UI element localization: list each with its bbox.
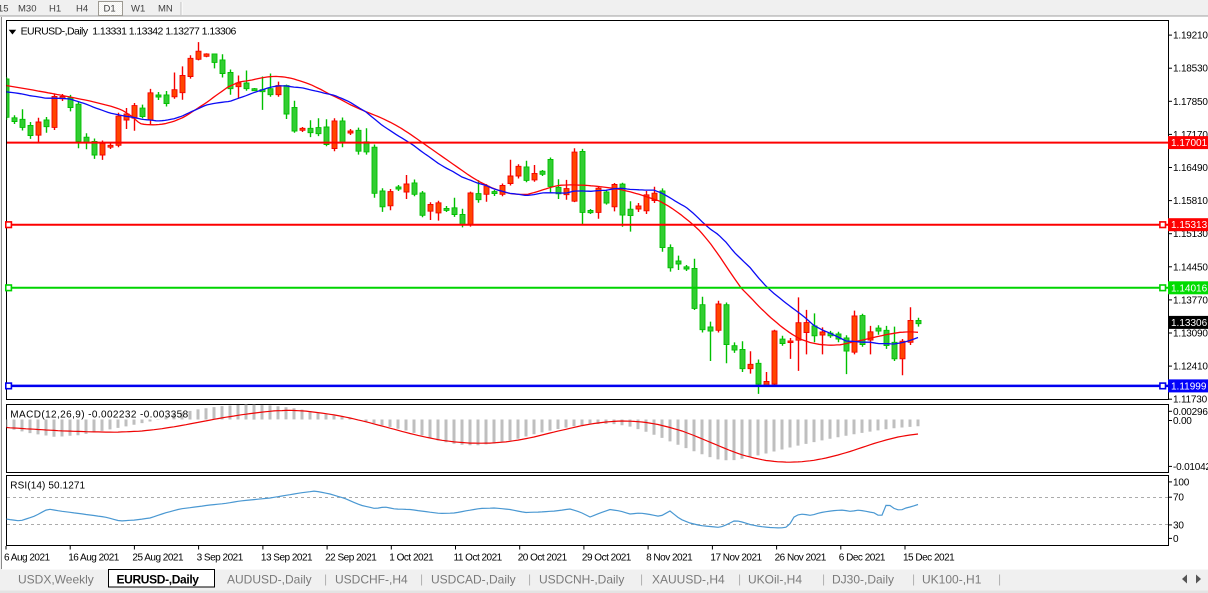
svg-text:1.15130: 1.15130 bbox=[1173, 229, 1208, 240]
svg-text:UK100-,H1: UK100-,H1 bbox=[922, 573, 982, 587]
svg-text:1.13090: 1.13090 bbox=[1173, 329, 1208, 340]
svg-text:|: | bbox=[324, 572, 327, 586]
svg-text:11 Oct 2021: 11 Oct 2021 bbox=[454, 553, 503, 564]
svg-text:|: | bbox=[912, 572, 915, 586]
svg-text:EURUSD-,Daily: EURUSD-,Daily bbox=[117, 573, 200, 587]
svg-text:USDCHF-,H4: USDCHF-,H4 bbox=[335, 573, 408, 587]
svg-text:XAUUSD-,H4: XAUUSD-,H4 bbox=[652, 573, 725, 587]
svg-text:1.16490: 1.16490 bbox=[1173, 163, 1208, 174]
svg-text:M30: M30 bbox=[18, 4, 36, 15]
svg-text:25 Aug 2021: 25 Aug 2021 bbox=[132, 553, 184, 564]
svg-text:13 Sep 2021: 13 Sep 2021 bbox=[261, 553, 313, 564]
svg-text:1.17170: 1.17170 bbox=[1173, 130, 1208, 141]
svg-text:AUDUSD-,Daily: AUDUSD-,Daily bbox=[227, 573, 312, 587]
svg-text:H1: H1 bbox=[49, 4, 61, 15]
svg-text:|: | bbox=[528, 572, 531, 586]
svg-text:|: | bbox=[738, 572, 741, 586]
svg-text:0.00: 0.00 bbox=[1173, 416, 1192, 427]
svg-text:1.14450: 1.14450 bbox=[1173, 262, 1208, 273]
svg-text:1.14016: 1.14016 bbox=[1171, 283, 1208, 294]
svg-text:0.002966: 0.002966 bbox=[1173, 407, 1208, 418]
svg-text:1.17001: 1.17001 bbox=[1171, 138, 1208, 149]
svg-text:3 Sep 2021: 3 Sep 2021 bbox=[197, 553, 244, 564]
svg-text:RSI(14) 50.1271: RSI(14) 50.1271 bbox=[10, 481, 85, 492]
svg-text:-0.01042: -0.01042 bbox=[1173, 462, 1208, 473]
svg-text:DJ30-,Daily: DJ30-,Daily bbox=[832, 573, 894, 587]
svg-text:|: | bbox=[998, 572, 1001, 586]
svg-text:29 Oct 2021: 29 Oct 2021 bbox=[582, 553, 632, 564]
svg-text:1.11999: 1.11999 bbox=[1171, 381, 1207, 392]
svg-text:|: | bbox=[640, 572, 643, 586]
svg-text:1.13770: 1.13770 bbox=[1173, 295, 1208, 306]
svg-text:MACD(12,26,9) -0.002232 -0.003: MACD(12,26,9) -0.002232 -0.003358 bbox=[10, 410, 188, 421]
svg-text:W1: W1 bbox=[131, 4, 145, 15]
svg-text:26 Nov 2021: 26 Nov 2021 bbox=[775, 553, 827, 564]
svg-text:17 Nov 2021: 17 Nov 2021 bbox=[710, 553, 762, 564]
svg-text:0: 0 bbox=[1173, 534, 1179, 545]
svg-text:EURUSD-,Daily 1.13331 1.13342: EURUSD-,Daily 1.13331 1.13342 1.13277 1.… bbox=[21, 26, 237, 38]
svg-text:1.15810: 1.15810 bbox=[1173, 196, 1208, 207]
svg-text:6 Dec 2021: 6 Dec 2021 bbox=[839, 553, 886, 564]
svg-text:30: 30 bbox=[1173, 520, 1184, 531]
svg-text:20 Oct 2021: 20 Oct 2021 bbox=[518, 553, 568, 564]
svg-text:1.17850: 1.17850 bbox=[1173, 97, 1208, 108]
svg-text:16 Aug 2021: 16 Aug 2021 bbox=[68, 553, 120, 564]
svg-text:70: 70 bbox=[1173, 493, 1184, 504]
svg-text:8 Nov 2021: 8 Nov 2021 bbox=[646, 553, 693, 564]
svg-text:1.15313: 1.15313 bbox=[1171, 220, 1208, 231]
svg-text:UKOil-,H4: UKOil-,H4 bbox=[748, 573, 802, 587]
svg-text:6 Aug 2021: 6 Aug 2021 bbox=[4, 553, 51, 564]
svg-text:|: | bbox=[822, 572, 825, 586]
svg-text:1.19210: 1.19210 bbox=[1173, 31, 1208, 42]
svg-text:USDCAD-,Daily: USDCAD-,Daily bbox=[431, 573, 516, 587]
svg-text:M15: M15 bbox=[0, 4, 8, 15]
svg-text:H4: H4 bbox=[76, 4, 88, 15]
svg-text:MN: MN bbox=[158, 4, 173, 15]
svg-text:1 Oct 2021: 1 Oct 2021 bbox=[389, 553, 434, 564]
svg-text:100: 100 bbox=[1173, 477, 1190, 488]
svg-text:D1: D1 bbox=[104, 4, 116, 15]
svg-text:1.12410: 1.12410 bbox=[1173, 362, 1208, 373]
svg-text:1.13306: 1.13306 bbox=[1171, 318, 1208, 329]
svg-text:USDCNH-,Daily: USDCNH-,Daily bbox=[539, 573, 624, 587]
svg-text:|: | bbox=[420, 572, 423, 586]
svg-text:1.18530: 1.18530 bbox=[1173, 64, 1208, 75]
svg-text:1.11730: 1.11730 bbox=[1173, 395, 1208, 406]
svg-text:22 Sep 2021: 22 Sep 2021 bbox=[325, 553, 377, 564]
svg-text:USDX,Weekly: USDX,Weekly bbox=[18, 573, 94, 587]
svg-text:15 Dec 2021: 15 Dec 2021 bbox=[903, 553, 955, 564]
